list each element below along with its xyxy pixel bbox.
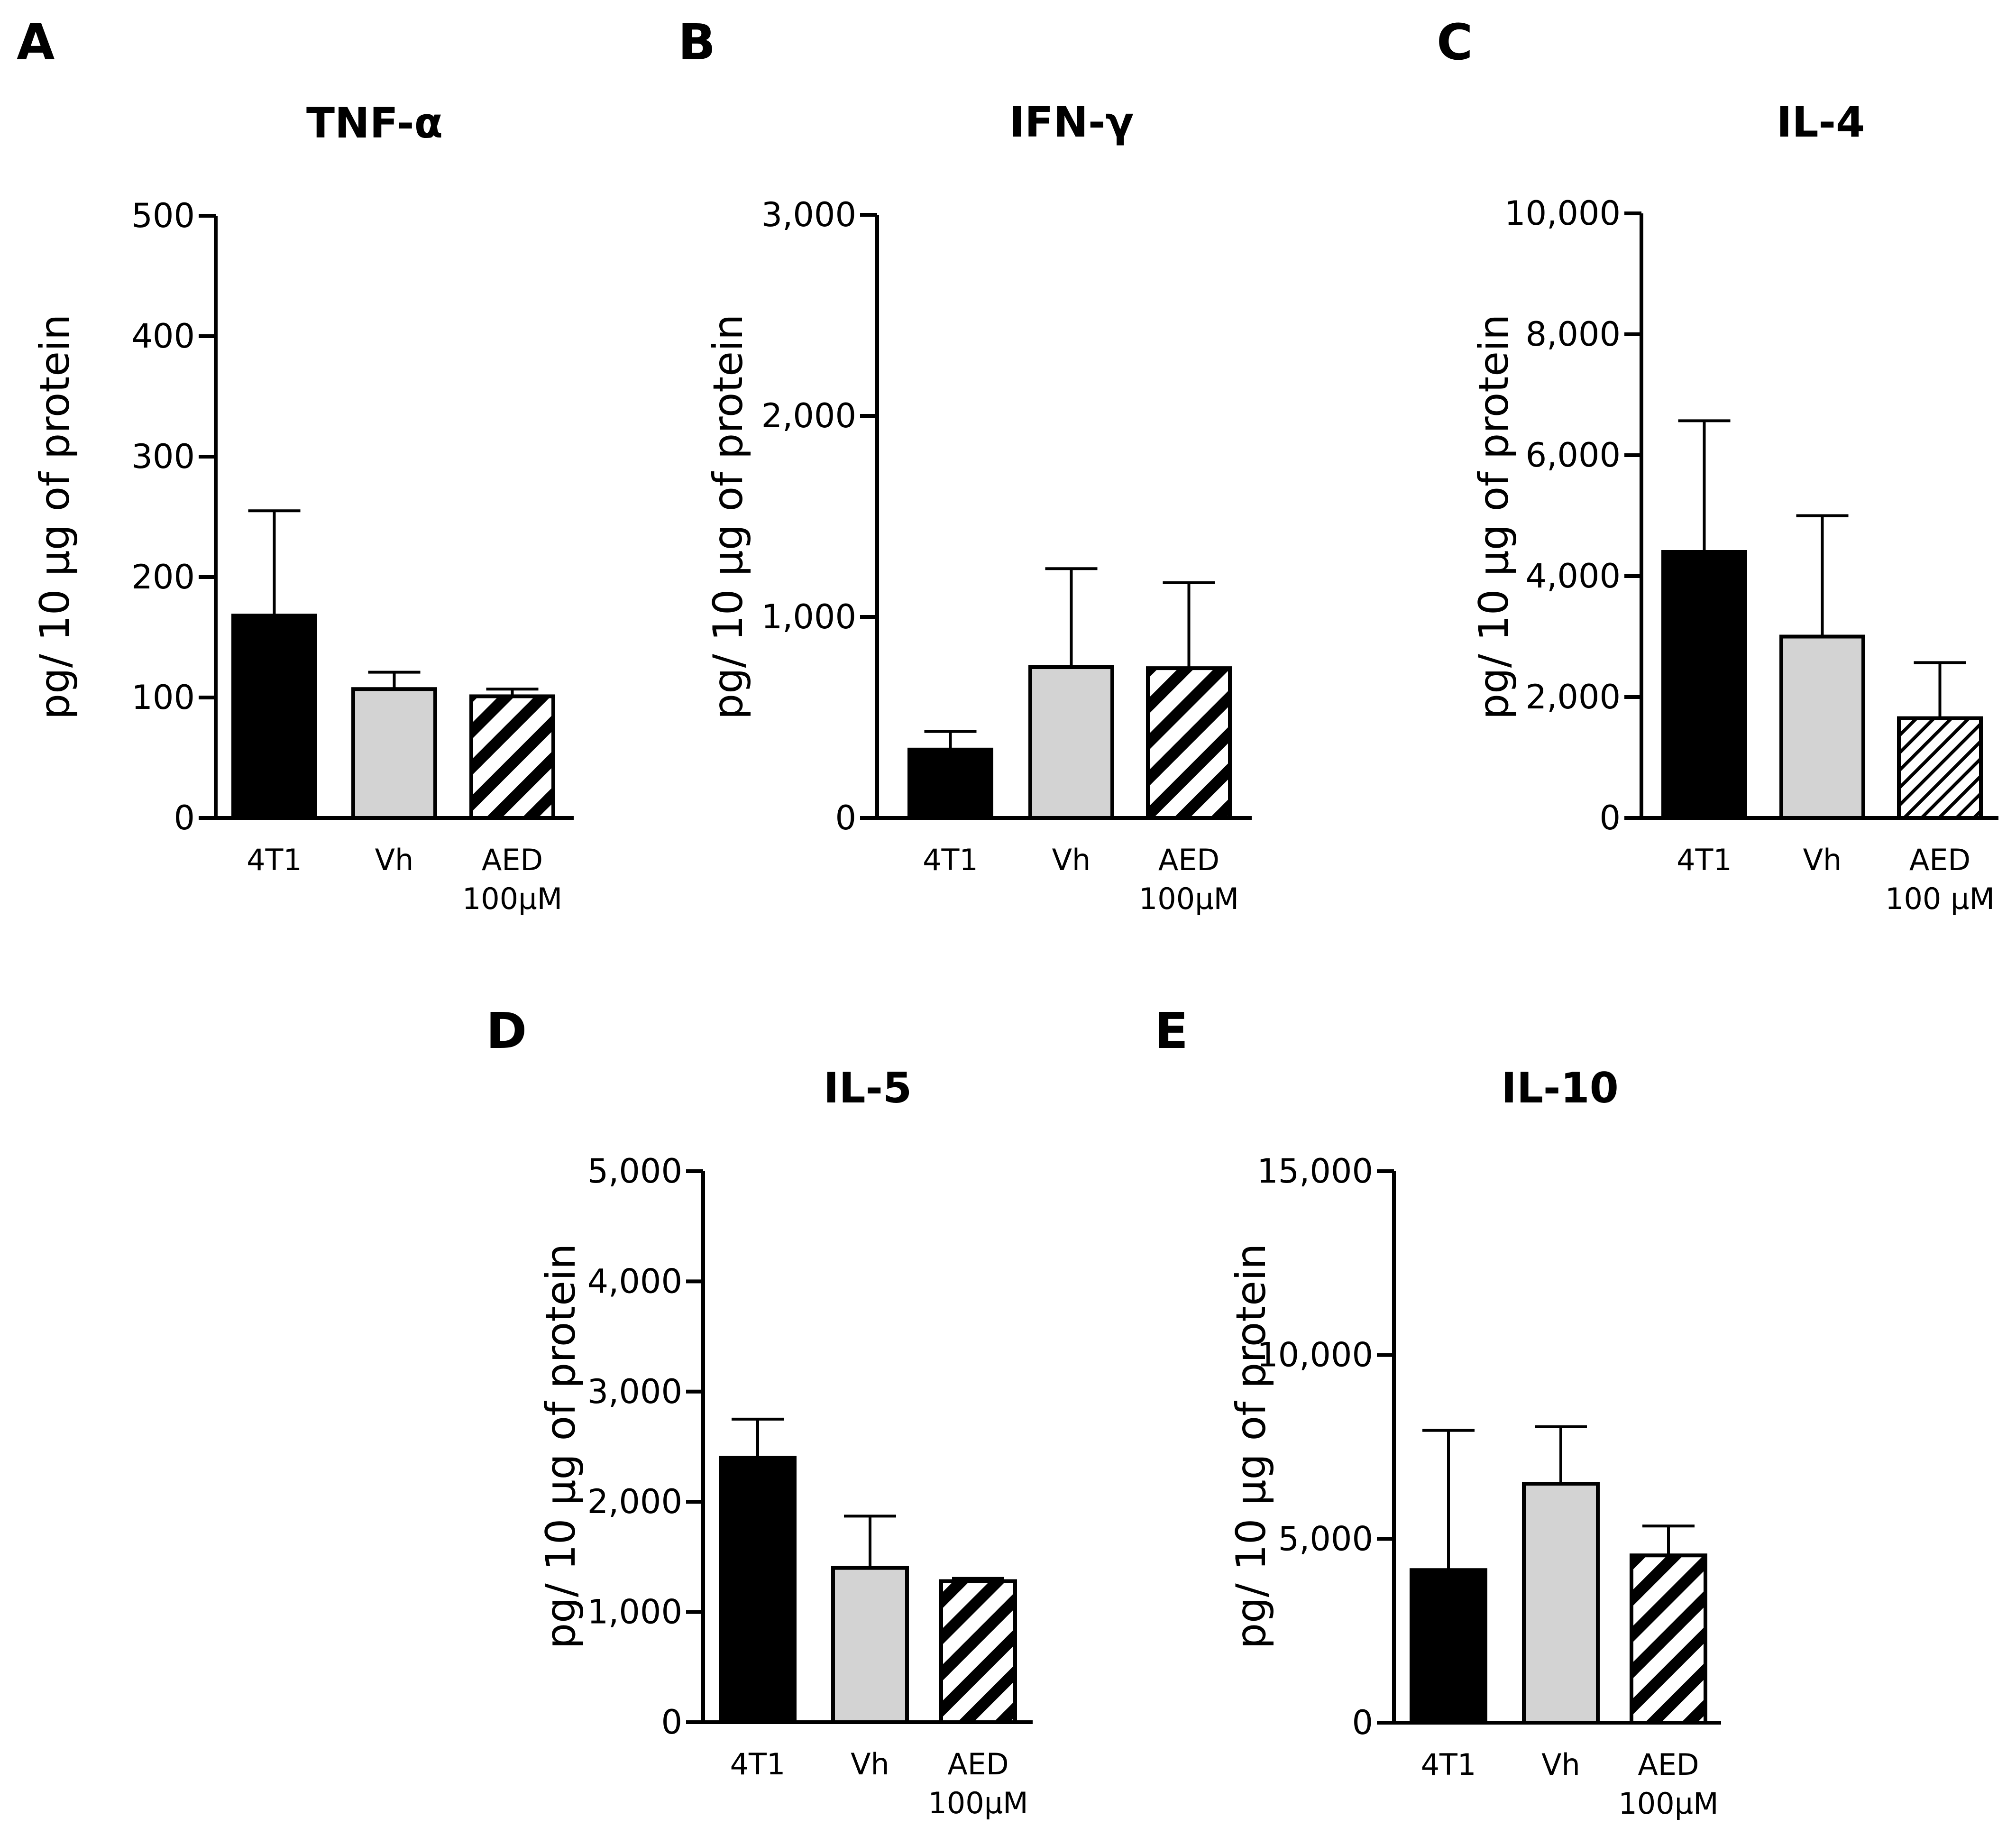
bar-a-3 xyxy=(469,694,555,820)
category-label-b-2: Vh xyxy=(1052,843,1091,877)
chart-panel-d: D IL-5 pg/ 10 µg of protein 4T1 Vh AED 100µM 0 1… xyxy=(486,1002,1033,1820)
y-tick-label-d-4: 4,000 xyxy=(587,1262,682,1301)
y-tick-label-a-5: 500 xyxy=(131,196,195,235)
chart-panel-a: A TNF-α pg/ 10 µg of protein 4T1 Vh AED 100µM 0… xyxy=(17,13,574,916)
category-label-b-3-line1: AED xyxy=(1158,843,1219,877)
y-tick-label-a-2: 200 xyxy=(131,558,195,597)
chart-panel-c: C IL-4 pg/ 10 µg of protein 4T1 Vh AED 100 µM 0… xyxy=(1437,13,1998,916)
y-axis-label-e: pg/ 10 µg of protein xyxy=(1228,1244,1275,1649)
category-label-e-2: Vh xyxy=(1541,1747,1580,1782)
category-label-d-3-line1: AED xyxy=(947,1747,1008,1781)
panel-letter-b: B xyxy=(678,13,715,71)
chart-panel-b: B IFN-γ pg/ 10 µg of protein 4T1 Vh AED 100µM 0… xyxy=(678,13,1252,916)
category-label-d-2: Vh xyxy=(851,1747,889,1781)
bar-e-3 xyxy=(1630,1553,1707,1725)
y-axis-label-d: pg/ 10 µg of protein xyxy=(537,1244,585,1649)
category-label-b-1: 4T1 xyxy=(923,843,978,877)
bar-b-1 xyxy=(907,747,993,820)
y-tick-label-d-5: 5,000 xyxy=(587,1152,682,1191)
chart-title-d: IL-5 xyxy=(824,1064,912,1112)
bar-b-3 xyxy=(1146,666,1232,820)
category-label-e-3-line2: 100µM xyxy=(1618,1786,1718,1821)
bar-d-1 xyxy=(719,1456,797,1724)
y-tick-label-c-3: 6,000 xyxy=(1526,436,1621,475)
y-axis-label-b: pg/ 10 µg of protein xyxy=(705,314,752,720)
y-tick-label-c-5: 10,000 xyxy=(1504,194,1621,233)
y-axis-label-c: pg/ 10 µg of protein xyxy=(1470,314,1518,720)
y-tick-label-b-1: 1,000 xyxy=(761,597,856,636)
category-label-e-1: 4T1 xyxy=(1421,1747,1476,1782)
bar-e-1 xyxy=(1410,1568,1487,1725)
y-tick-label-d-3: 3,000 xyxy=(587,1372,682,1411)
panel-letter-c: C xyxy=(1437,13,1473,71)
y-tick-label-e-3: 15,000 xyxy=(1257,1152,1373,1191)
y-tick-label-c-4: 8,000 xyxy=(1526,315,1621,354)
y-tick-label-e-1: 5,000 xyxy=(1278,1519,1373,1558)
bar-a-1 xyxy=(231,614,317,820)
y-tick-label-e-0: 0 xyxy=(1352,1703,1373,1742)
chart-title-e: IL-10 xyxy=(1501,1064,1619,1112)
y-tick-label-c-1: 2,000 xyxy=(1526,678,1621,716)
category-label-a-1: 4T1 xyxy=(247,843,302,877)
y-tick-label-a-1: 100 xyxy=(131,678,195,717)
category-label-c-3-line2: 100 µM xyxy=(1885,881,1995,916)
y-tick-label-b-2: 2,000 xyxy=(761,396,856,435)
y-tick-label-a-0: 0 xyxy=(174,799,195,837)
category-label-d-1: 4T1 xyxy=(730,1747,786,1781)
y-tick-label-d-2: 2,000 xyxy=(587,1482,682,1521)
y-tick-label-e-2: 10,000 xyxy=(1257,1336,1373,1375)
category-label-d-3-line2: 100µM xyxy=(928,1786,1028,1820)
category-label-c-3-line1: AED xyxy=(1909,843,1970,877)
y-tick-label-d-0: 0 xyxy=(661,1703,682,1742)
chart-panel-e: E IL-10 pg/ 10 µg of protein 4T1 Vh AED 100µM 0… xyxy=(1155,1002,1721,1821)
category-label-c-1: 4T1 xyxy=(1677,843,1732,877)
bar-d-2 xyxy=(831,1566,909,1724)
bar-c-1 xyxy=(1661,550,1747,820)
y-tick-label-b-0: 0 xyxy=(835,799,856,837)
chart-title-a: TNF-α xyxy=(306,99,443,147)
bar-d-3 xyxy=(939,1579,1017,1725)
y-tick-label-a-3: 300 xyxy=(131,437,195,476)
y-tick-label-c-0: 0 xyxy=(1599,799,1621,837)
chart-title-c: IL-4 xyxy=(1777,98,1865,147)
category-label-c-2: Vh xyxy=(1803,843,1842,877)
y-tick-label-c-2: 4,000 xyxy=(1526,557,1621,596)
panel-letter-e: E xyxy=(1155,1002,1188,1060)
bar-b-2 xyxy=(1028,665,1114,820)
bar-a-2 xyxy=(351,687,437,820)
y-axis-label-a: pg/ 10 µg of protein xyxy=(31,314,79,720)
panel-letter-d: D xyxy=(486,1002,527,1060)
category-label-a-3-line1: AED xyxy=(482,843,543,877)
category-label-a-2: Vh xyxy=(375,843,414,877)
panel-letter-a: A xyxy=(17,13,55,71)
bar-e-2 xyxy=(1522,1482,1600,1725)
y-tick-label-d-1: 1,000 xyxy=(587,1593,682,1632)
category-label-e-3-line1: AED xyxy=(1638,1747,1699,1782)
chart-title-b: IFN-γ xyxy=(1009,98,1134,147)
category-label-a-3-line2: 100µM xyxy=(462,881,562,916)
bar-c-3 xyxy=(1897,716,1983,820)
y-tick-label-b-3: 3,000 xyxy=(761,195,856,234)
category-label-b-3-line2: 100µM xyxy=(1139,881,1239,916)
bar-c-2 xyxy=(1779,634,1865,820)
y-tick-label-a-4: 400 xyxy=(131,317,195,356)
